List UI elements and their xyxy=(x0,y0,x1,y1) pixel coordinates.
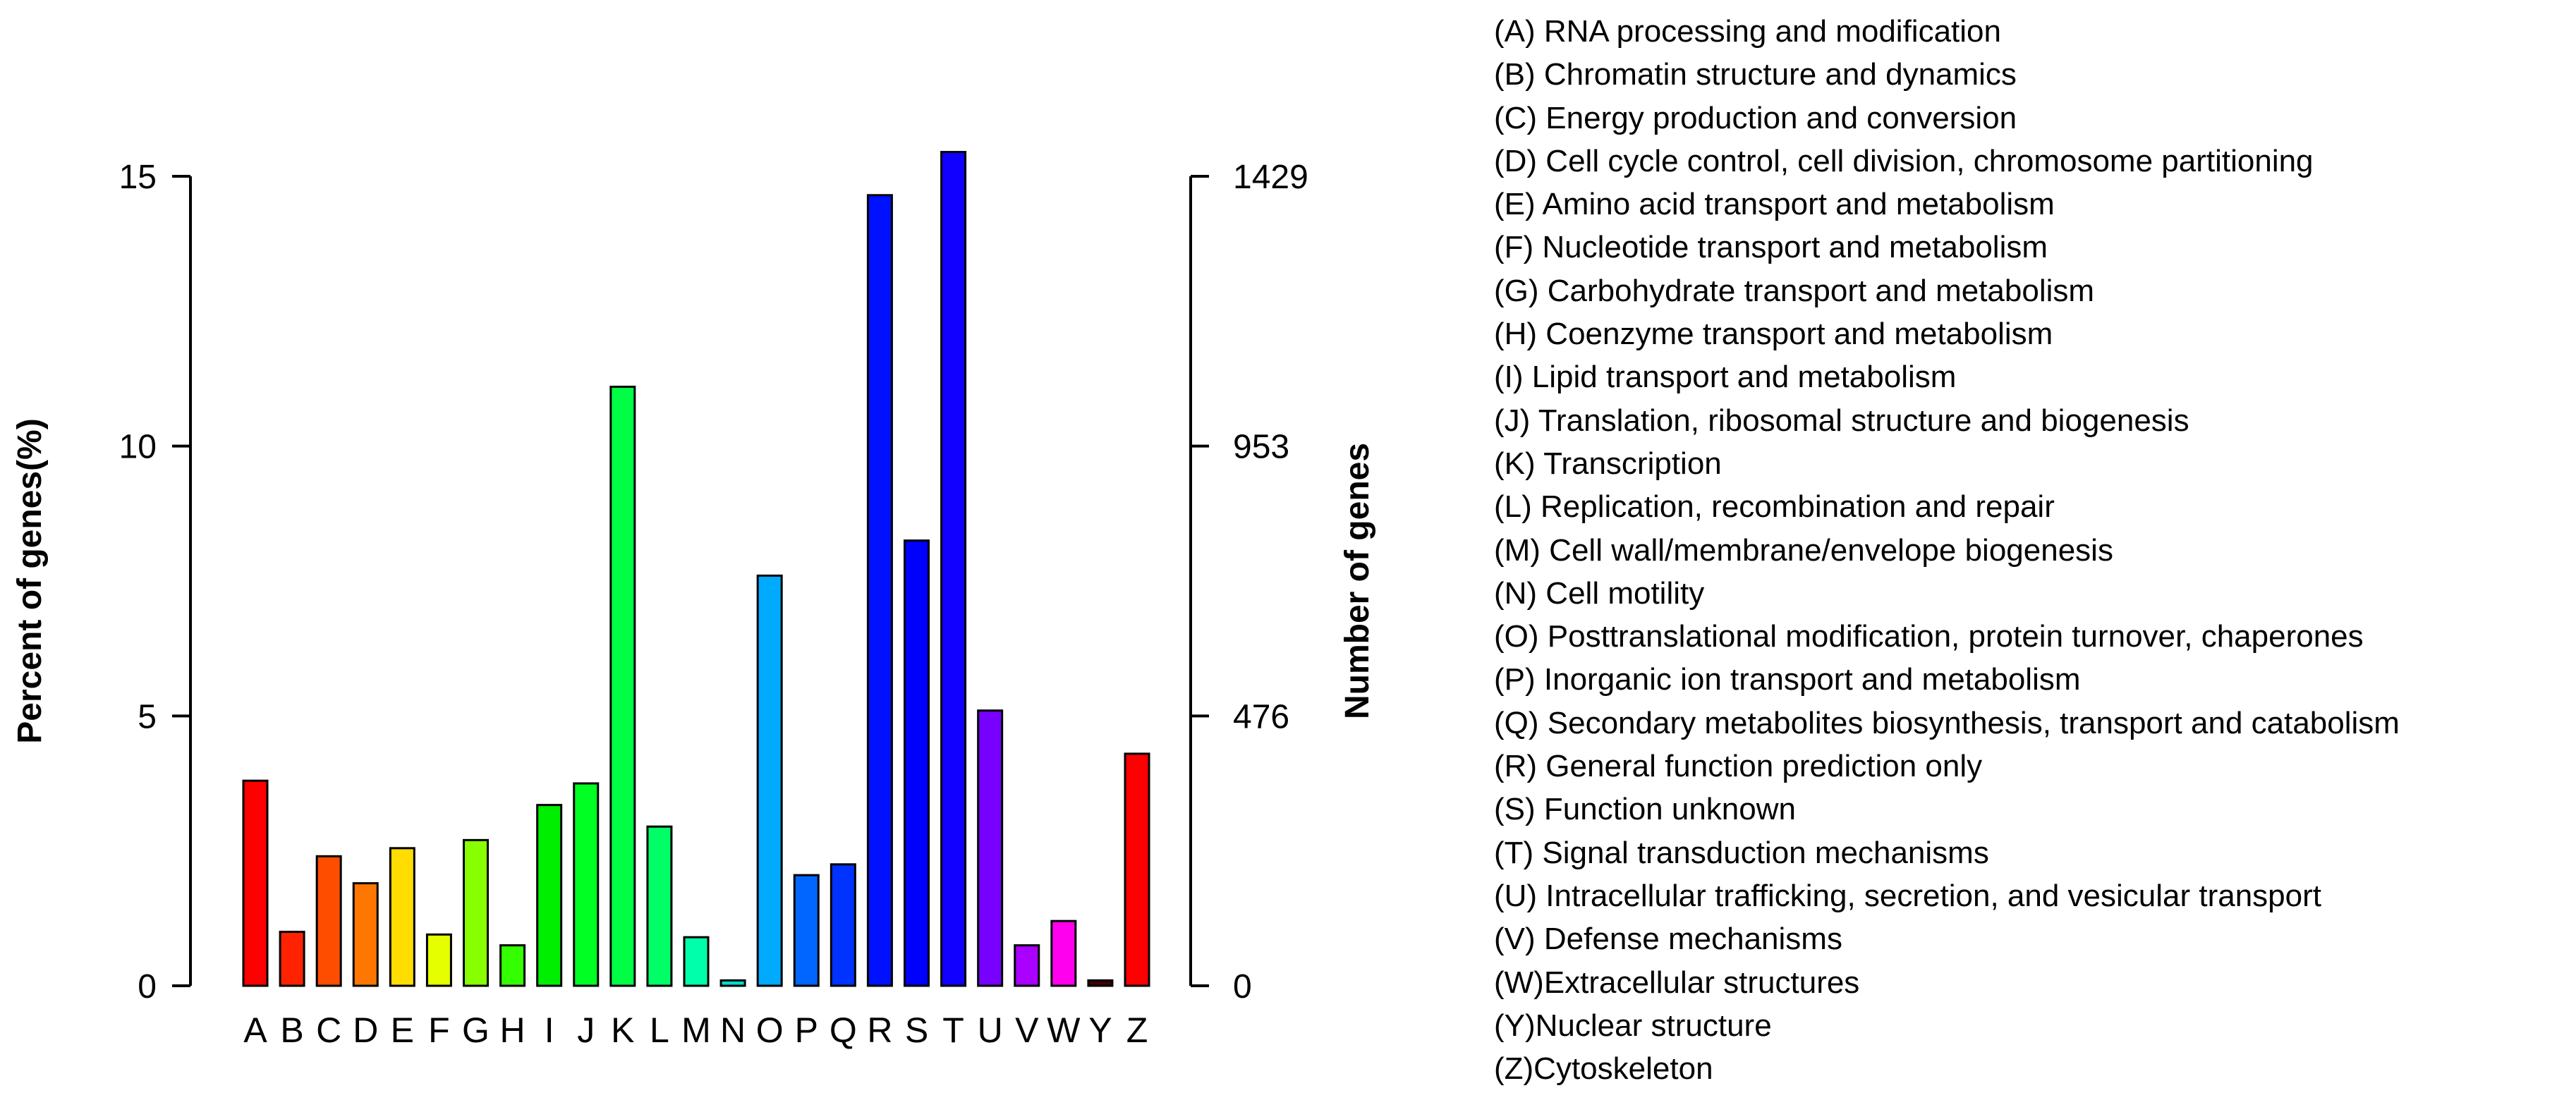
bar-B xyxy=(279,930,305,987)
x-tick-label: A xyxy=(243,1010,267,1050)
bar-D xyxy=(352,882,379,987)
x-tick-label: R xyxy=(867,1010,892,1050)
legend-item: (G) Carbohydrate transport and metabolis… xyxy=(1494,273,2095,308)
legend-item: (D) Cell cycle control, cell division, c… xyxy=(1494,143,2314,178)
bar-U xyxy=(977,709,1004,987)
x-tick-label: P xyxy=(795,1010,818,1050)
y-axis-label: Percent of genes(%) xyxy=(11,418,49,743)
right-tick-label: 476 xyxy=(1233,698,1289,735)
bar-O xyxy=(756,574,783,987)
x-tick-label: O xyxy=(756,1010,784,1050)
legend-item: (C) Energy production and conversion xyxy=(1494,100,2017,135)
right-tick-label: 953 xyxy=(1233,429,1289,466)
legend-item: (V) Defense mechanisms xyxy=(1494,922,1842,957)
y2-axis-label: Number of genes xyxy=(1339,443,1376,719)
legend-item: (F) Nucleotide transport and metabolism xyxy=(1494,230,2048,265)
x-tick-label: N xyxy=(720,1010,746,1050)
legend-item: (S) Function unknown xyxy=(1494,792,1796,827)
bar-Z xyxy=(1124,752,1150,987)
bar-W xyxy=(1050,919,1077,987)
bar-J xyxy=(573,782,600,987)
legend-item: (K) Transcription xyxy=(1494,446,1722,481)
legend-item: (Y)Nuclear structure xyxy=(1494,1008,1772,1043)
legend-item: (O) Posttranslational modification, prot… xyxy=(1494,619,2364,654)
legend-item: (P) Inorganic ion transport and metaboli… xyxy=(1494,662,2081,697)
bar-S xyxy=(904,539,930,987)
x-tick-label: U xyxy=(978,1010,1003,1050)
bar-Y xyxy=(1087,979,1114,987)
x-tick-label: F xyxy=(428,1010,450,1050)
legend-item: (N) Cell motility xyxy=(1494,575,1705,611)
legend-item: (M) Cell wall/membrane/envelope biogenes… xyxy=(1494,532,2113,568)
legend-item: (I) Lipid transport and metabolism xyxy=(1494,360,1957,395)
legend-item: (T) Signal transduction mechanisms xyxy=(1494,835,1989,870)
bar-C xyxy=(315,855,342,987)
legend-item: (H) Coenzyme transport and metabolism xyxy=(1494,317,2053,352)
bar-H xyxy=(499,944,526,987)
x-tick-label: V xyxy=(1015,1010,1039,1050)
legend-item: (E) Amino acid transport and metabolism xyxy=(1494,187,2055,222)
bar-M xyxy=(683,936,710,987)
x-tick-label: G xyxy=(462,1010,490,1050)
x-tick-label: I xyxy=(545,1010,554,1050)
bar-P xyxy=(793,874,820,987)
right-tick-label: 0 xyxy=(1233,968,1252,1006)
x-tick-label: H xyxy=(500,1010,525,1050)
x-tick-label: W xyxy=(1047,1010,1081,1050)
x-tick-label: E xyxy=(391,1010,414,1050)
left-tick-label: 5 xyxy=(138,698,157,735)
legend-item: (W)Extracellular structures xyxy=(1494,965,1860,1000)
x-tick-label: Q xyxy=(830,1010,857,1050)
legend-item: (Z)Cytoskeleton xyxy=(1494,1051,1713,1087)
left-tick-label: 0 xyxy=(138,968,157,1006)
x-tick-label: Y xyxy=(1088,1010,1112,1050)
legend: (A) RNA processing and modification (B) C… xyxy=(1494,10,2400,1090)
x-tick-label: C xyxy=(316,1010,341,1050)
bar-F xyxy=(425,933,452,987)
legend-item: (J) Translation, ribosomal structure and… xyxy=(1494,403,2189,438)
legend-item: (U) Intracellular trafficking, secretion… xyxy=(1494,878,2322,913)
x-tick-label: L xyxy=(650,1010,669,1050)
legend-item: (A) RNA processing and modification xyxy=(1494,14,2001,49)
bar-V xyxy=(1014,944,1040,987)
legend-item: (Q) Secondary metabolites biosynthesis, … xyxy=(1494,705,2400,740)
bar-T xyxy=(940,151,967,987)
bar-G xyxy=(463,838,489,987)
right-tick-label: 1429 xyxy=(1233,159,1308,196)
bar-A xyxy=(242,779,269,987)
bar-chart: 0 5 10 15 0 476 953 1429 Percent of genes(%) Numb… xyxy=(11,151,1376,1050)
x-tick-label: D xyxy=(353,1010,378,1050)
x-tick-label: T xyxy=(942,1010,964,1050)
bar-K xyxy=(609,385,636,987)
legend-item: (L) Replication, recombination and repai… xyxy=(1494,489,2055,525)
bar-Q xyxy=(830,863,856,987)
x-tick-label: S xyxy=(905,1010,928,1050)
x-tick-label: M xyxy=(681,1010,711,1050)
legend-item: (B) Chromatin structure and dynamics xyxy=(1494,57,2017,92)
bar-N xyxy=(719,979,746,987)
bar-L xyxy=(646,825,673,987)
left-tick-label: 15 xyxy=(119,159,157,196)
left-tick-label: 10 xyxy=(119,429,157,466)
bar-E xyxy=(389,847,415,987)
x-tick-label: J xyxy=(577,1010,595,1050)
bar-I xyxy=(536,804,563,987)
x-tick-label: K xyxy=(611,1010,634,1050)
legend-item: (R) General function prediction only xyxy=(1494,749,1983,784)
x-tick-label: Z xyxy=(1126,1010,1148,1050)
bar-R xyxy=(866,194,893,987)
x-tick-label: B xyxy=(280,1010,303,1050)
